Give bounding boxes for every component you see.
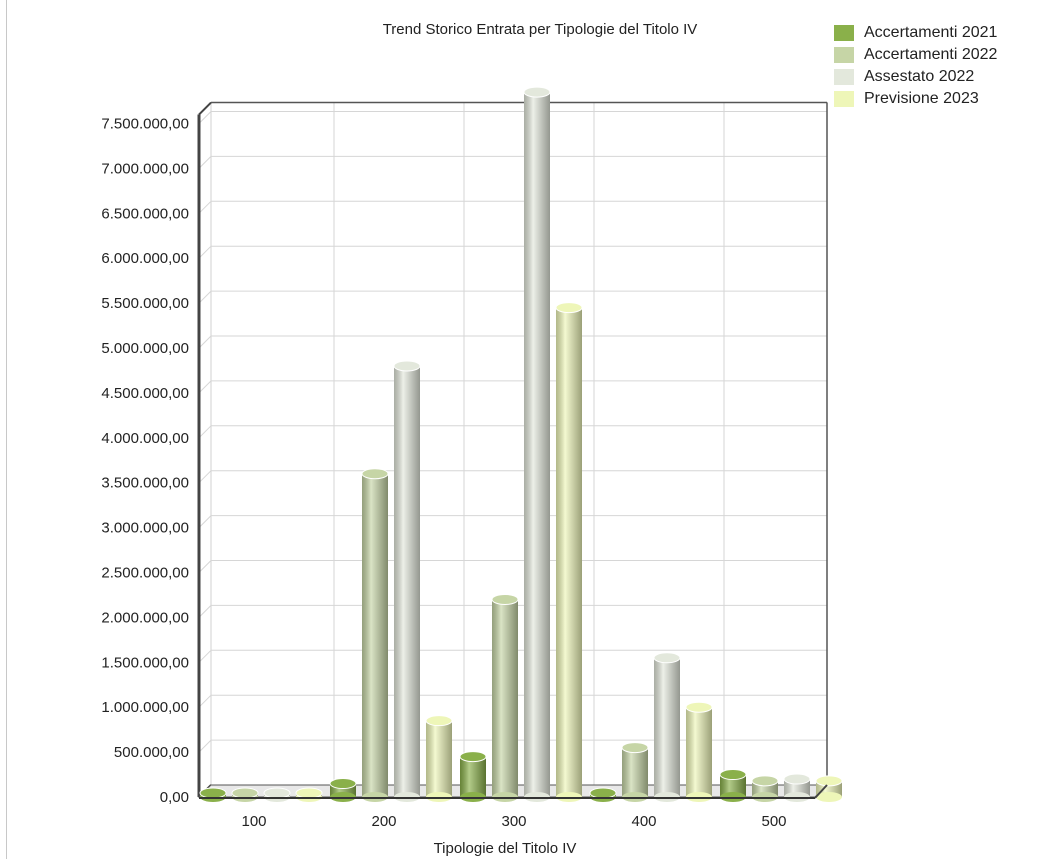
bar-shade (556, 307, 582, 797)
y-tick-label: 3.000.000,00 (101, 520, 189, 537)
legend-item: Accertamenti 2021 (834, 22, 997, 44)
bar-top (491, 593, 519, 605)
grid-line-side (198, 605, 212, 618)
legend-swatch (834, 47, 854, 63)
chart-title: Trend Storico Entrata per Tipologie del … (383, 21, 698, 38)
y-tick-label: 7.500.000,00 (101, 116, 189, 133)
grid-line-side (198, 560, 212, 573)
y-tick-label: 5.000.000,00 (101, 340, 189, 357)
bar-top (589, 787, 617, 799)
x-tick-label: 400 (631, 813, 656, 830)
grid-line-side (198, 156, 212, 169)
y-tick-label: 3.500.000,00 (101, 475, 189, 492)
y-tick-label: 4.500.000,00 (101, 385, 189, 402)
legend-swatch (834, 25, 854, 41)
bar-top (329, 778, 357, 790)
bar-shade (622, 747, 648, 797)
y-tick-label: 4.000.000,00 (101, 430, 189, 447)
bar-shade (654, 657, 680, 797)
grid-line-side (198, 200, 212, 214)
grid-line-side (198, 649, 212, 663)
y-tick-label: 6.000.000,00 (101, 250, 189, 267)
y-tick-label: 0,00 (160, 789, 189, 806)
legend-swatch (834, 69, 854, 85)
bar-shade (492, 599, 518, 797)
y-tick-label: 2.500.000,00 (101, 565, 189, 582)
legend-label: Accertamenti 2021 (864, 24, 998, 41)
y-tick-label: 500.000,00 (114, 744, 189, 761)
grid-line-side (198, 739, 212, 753)
bar-shade (460, 756, 486, 797)
x-tick-label: 300 (501, 813, 526, 830)
bar-shade (394, 365, 420, 797)
grid-line-side (198, 111, 212, 124)
bar-top (361, 468, 389, 480)
chart-frame: Trend Storico Entrata per Tipologie del … (6, 0, 1038, 859)
grid-line-side (198, 694, 212, 708)
bar-top (751, 775, 779, 787)
bar-shade (686, 707, 712, 797)
y-tick-label: 1.000.000,00 (101, 699, 189, 716)
bar-top (555, 302, 583, 314)
bar-top (295, 787, 323, 799)
bar-shade (720, 774, 746, 797)
legend-label: Assestato 2022 (864, 68, 975, 85)
bar-shade (524, 92, 550, 797)
y-tick-label: 1.500.000,00 (101, 654, 189, 671)
x-tick-label: 500 (761, 813, 786, 830)
bar-top (783, 773, 811, 785)
y-tick-label: 5.500.000,00 (101, 295, 189, 312)
floor-right-edge (814, 784, 828, 799)
chart-svg: Trend Storico Entrata per Tipologie del … (101, 21, 843, 857)
bar-top (685, 701, 713, 713)
legend: Accertamenti 2021 Accertamenti 2022 Asse… (834, 22, 997, 110)
grid-line-side (198, 245, 212, 259)
bar-top (199, 787, 227, 799)
plot-back-wall (210, 102, 828, 786)
legend-swatch (834, 91, 854, 107)
grid-line-side (198, 380, 212, 394)
bar-top (231, 787, 259, 799)
x-axis-label: Tipologie del Titolo IV (434, 840, 577, 857)
x-tick-label: 100 (241, 813, 266, 830)
grid-line-side (198, 470, 212, 484)
grid-line-side (198, 290, 212, 304)
y-tick-label: 7.000.000,00 (101, 160, 189, 177)
legend-label: Previsione 2023 (864, 90, 979, 107)
bar-top (425, 715, 453, 727)
grid-line-side (198, 515, 212, 528)
bar-shade (426, 720, 452, 797)
grid-line-side (198, 335, 212, 349)
y-tick-label: 6.500.000,00 (101, 205, 189, 222)
bar-top (719, 769, 747, 781)
x-tick-label: 200 (371, 813, 396, 830)
legend-label: Accertamenti 2022 (864, 46, 998, 63)
bar-top (263, 787, 291, 799)
plot-top-left-edge (198, 101, 212, 116)
bar-top (621, 742, 649, 754)
legend-item: Assestato 2022 (834, 66, 997, 88)
y-tick-label: 2.000.000,00 (101, 609, 189, 626)
bar-top (653, 652, 681, 664)
legend-item: Accertamenti 2022 (834, 44, 997, 66)
bar-top (815, 775, 843, 787)
bar-bottom (816, 792, 842, 802)
bar-top (523, 86, 551, 98)
grid-line-side (198, 425, 212, 439)
bar-top (459, 751, 487, 763)
bar-shade (362, 473, 388, 797)
bar-top (393, 360, 421, 372)
legend-item: Previsione 2023 (834, 88, 997, 110)
